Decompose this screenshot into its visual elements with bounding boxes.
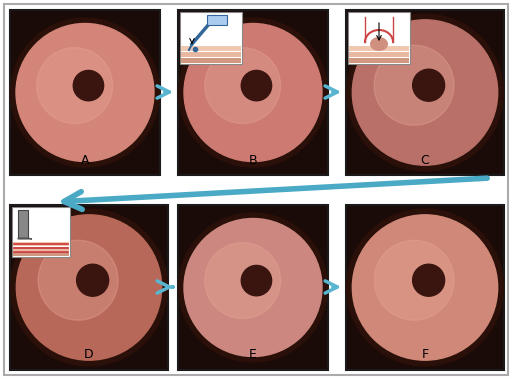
Bar [348, 12, 410, 64]
Circle shape [16, 215, 162, 360]
Circle shape [374, 240, 454, 320]
Circle shape [413, 264, 444, 296]
Text: E: E [249, 349, 257, 362]
Text: F: F [421, 349, 429, 362]
Bar [181, 58, 241, 63]
Bar [13, 252, 69, 256]
Text: C: C [421, 153, 430, 166]
Circle shape [184, 219, 322, 357]
Bar [181, 52, 241, 57]
Circle shape [352, 215, 498, 360]
Text: A: A [81, 153, 89, 166]
Bar [18, 210, 28, 238]
Bar [12, 207, 70, 257]
Bar [207, 15, 227, 25]
Bar [349, 46, 409, 51]
Bar [178, 10, 328, 175]
Circle shape [11, 209, 167, 366]
Circle shape [241, 70, 272, 101]
Bar [180, 12, 242, 64]
Circle shape [205, 243, 281, 319]
Bar [178, 205, 328, 370]
Bar [349, 52, 409, 57]
Circle shape [184, 23, 322, 161]
Circle shape [205, 48, 281, 124]
Polygon shape [18, 238, 32, 239]
Text: D: D [84, 349, 94, 362]
Circle shape [38, 240, 118, 320]
Bar [349, 58, 409, 63]
Bar [181, 46, 241, 51]
Bar [13, 247, 69, 251]
Ellipse shape [370, 37, 388, 51]
Circle shape [10, 18, 160, 167]
Bar [13, 242, 69, 246]
Circle shape [37, 48, 113, 124]
Bar [346, 205, 504, 370]
Bar [346, 10, 504, 175]
Text: B: B [249, 153, 258, 166]
Circle shape [16, 23, 154, 161]
Circle shape [352, 20, 498, 165]
Circle shape [347, 14, 503, 171]
Circle shape [413, 69, 444, 101]
Circle shape [347, 209, 503, 366]
Bar [10, 205, 168, 370]
Bar [10, 10, 160, 175]
Circle shape [77, 264, 109, 296]
Circle shape [73, 70, 103, 101]
Circle shape [179, 213, 328, 362]
Circle shape [374, 45, 454, 125]
Circle shape [179, 18, 328, 167]
Circle shape [241, 265, 272, 296]
